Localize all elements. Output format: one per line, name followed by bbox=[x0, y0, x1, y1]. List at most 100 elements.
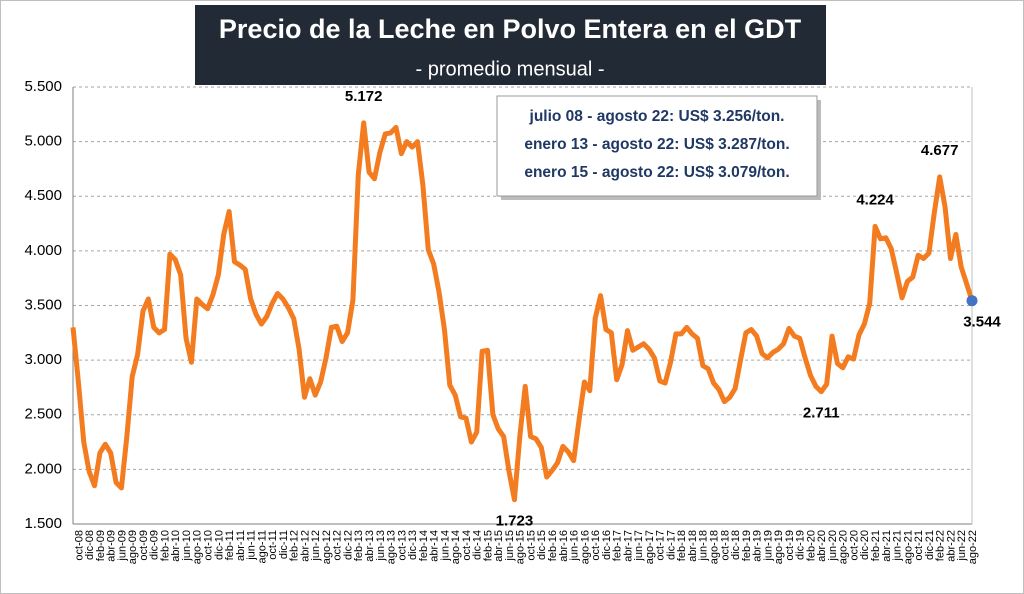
annotation: julio 08 - agosto 22: US$ 3.256/ton. bbox=[529, 108, 785, 125]
x-tick-label: feb-12 bbox=[289, 530, 301, 561]
x-tick-label: dic-12 bbox=[342, 530, 354, 560]
x-tick-label: dic-09 bbox=[149, 530, 161, 560]
y-tick-label: 3.000 bbox=[24, 351, 62, 368]
x-tick-label: feb-13 bbox=[353, 530, 365, 561]
x-tick-label: dic-14 bbox=[472, 530, 484, 560]
x-tick-label: oct-18 bbox=[719, 530, 731, 561]
x-tick-label: ago-11 bbox=[256, 530, 268, 563]
x-tick-label: oct-19 bbox=[784, 530, 796, 561]
x-tick-label: ago-15 bbox=[515, 530, 527, 564]
x-tick-label: oct-16 bbox=[590, 530, 602, 561]
x-tick-label: abr-17 bbox=[622, 530, 634, 562]
y-tick-label: 1.500 bbox=[24, 515, 62, 532]
x-tick-label: dic-13 bbox=[407, 530, 419, 560]
y-tick-label: 4.000 bbox=[24, 242, 62, 259]
x-tick-label: ago-20 bbox=[838, 530, 850, 564]
x-tick-label: ago-16 bbox=[579, 530, 591, 564]
x-tick-label: oct-17 bbox=[655, 530, 667, 561]
x-tick-label: dic-18 bbox=[730, 530, 742, 560]
x-tick-label: ago-18 bbox=[709, 530, 721, 564]
x-tick-label: dic-08 bbox=[84, 530, 96, 560]
x-tick-label: dic-19 bbox=[795, 530, 807, 560]
y-tick-label: 5.000 bbox=[24, 133, 62, 150]
x-tick-label: ago-22 bbox=[967, 530, 979, 564]
x-tick-label: oct-11 bbox=[267, 530, 279, 560]
x-tick-label: abr-22 bbox=[945, 530, 957, 562]
y-tick-label: 2.000 bbox=[24, 460, 62, 477]
x-tick-label: abr-09 bbox=[106, 530, 118, 562]
x-tick-label: jun-17 bbox=[633, 530, 645, 562]
data-label: 4.677 bbox=[921, 142, 959, 159]
x-tick-label: feb-15 bbox=[482, 530, 494, 561]
x-tick-label: ago-12 bbox=[321, 530, 333, 564]
x-tick-label: dic-16 bbox=[601, 530, 613, 560]
x-tick-label: feb-16 bbox=[547, 530, 559, 561]
x-tick-label: ago-19 bbox=[773, 530, 785, 564]
chart-title: Precio de la Leche en Polvo Entera en el… bbox=[219, 14, 802, 44]
x-tick-label: dic-15 bbox=[536, 530, 548, 560]
x-tick-label: feb-18 bbox=[676, 530, 688, 561]
x-tick-label: feb-09 bbox=[95, 530, 107, 561]
x-tick-label: jun-18 bbox=[698, 530, 710, 562]
x-tick-label: jun-15 bbox=[504, 530, 516, 562]
annotation: enero 13 - agosto 22: US$ 3.287/ton. bbox=[524, 136, 789, 153]
x-tick-label: oct-13 bbox=[396, 530, 408, 561]
x-tick-label: jun-21 bbox=[892, 530, 904, 562]
x-tick-label: feb-11 bbox=[224, 530, 236, 560]
y-tick-label: 2.500 bbox=[24, 406, 62, 423]
x-tick-label: feb-17 bbox=[612, 530, 624, 561]
plot-area: 1.500 2.000 2.500 3.000 3.500 4.000 4.500 5.000… bbox=[24, 78, 1001, 564]
x-tick-label: feb-21 bbox=[870, 530, 882, 561]
title-box bbox=[195, 5, 826, 85]
x-tick-label: feb-20 bbox=[805, 530, 817, 561]
x-tick-label: abr-19 bbox=[752, 530, 764, 562]
x-tick-label: jun-12 bbox=[310, 530, 322, 562]
x-tick-label: dic-11 bbox=[278, 530, 290, 559]
x-tick-label: abr-13 bbox=[364, 530, 376, 562]
x-tick-label: abr-12 bbox=[299, 530, 311, 562]
end-marker bbox=[966, 295, 978, 307]
y-tick-label: 4.500 bbox=[24, 187, 62, 204]
x-tick-label: oct-20 bbox=[848, 530, 860, 561]
x-tick-label: jun-16 bbox=[569, 530, 581, 562]
x-tick-label: jun-19 bbox=[762, 530, 774, 562]
x-tick-label: oct-12 bbox=[332, 530, 344, 561]
x-tick-label: ago-09 bbox=[127, 530, 139, 564]
x-tick-label: abr-20 bbox=[816, 530, 828, 562]
x-tick-label: jun-09 bbox=[116, 530, 128, 562]
x-tick-label: feb-14 bbox=[418, 530, 430, 561]
data-label: 2.711 bbox=[803, 405, 840, 422]
x-tick-label: oct-09 bbox=[138, 530, 150, 561]
annotation-box bbox=[496, 95, 818, 197]
chart-subtitle: - promedio mensual - bbox=[416, 58, 605, 80]
y-tick-label: 5.500 bbox=[24, 78, 62, 95]
x-tick-label: oct-08 bbox=[73, 530, 85, 561]
data-label: 5.172 bbox=[345, 88, 383, 105]
x-tick-label: abr-16 bbox=[558, 530, 570, 562]
data-label: 3.544 bbox=[963, 314, 1001, 331]
x-tick-label: dic-17 bbox=[665, 530, 677, 560]
x-tick-label: oct-15 bbox=[525, 530, 537, 561]
x-tick-label: oct-21 bbox=[913, 530, 925, 561]
x-tick-label: dic-20 bbox=[859, 530, 871, 560]
x-tick-label: feb-10 bbox=[159, 530, 171, 561]
x-tick-label: jun-11 bbox=[246, 530, 258, 561]
annotation: enero 15 - agosto 22: US$ 3.079/ton. bbox=[524, 164, 789, 181]
data-label: 4.224 bbox=[856, 191, 894, 208]
x-tick-label: ago-17 bbox=[644, 530, 656, 564]
data-label: 1.723 bbox=[496, 513, 534, 530]
x-tick-label: ago-14 bbox=[450, 530, 462, 564]
y-tick-label: 3.500 bbox=[24, 296, 62, 313]
x-tick-label: jun-22 bbox=[956, 530, 968, 562]
x-tick-label: dic-21 bbox=[924, 530, 936, 560]
x-tick-label: abr-14 bbox=[429, 530, 441, 562]
x-tick-label: oct-14 bbox=[461, 530, 473, 561]
x-tick-label: abr-10 bbox=[170, 530, 182, 562]
x-tick-label: jun-20 bbox=[827, 530, 839, 562]
x-tick-label: jun-10 bbox=[181, 530, 193, 562]
x-tick-label: ago-13 bbox=[386, 530, 398, 564]
x-tick-label: jun-13 bbox=[375, 530, 387, 562]
x-tick-label: abr-15 bbox=[493, 530, 505, 562]
x-tick-label: abr-18 bbox=[687, 530, 699, 562]
